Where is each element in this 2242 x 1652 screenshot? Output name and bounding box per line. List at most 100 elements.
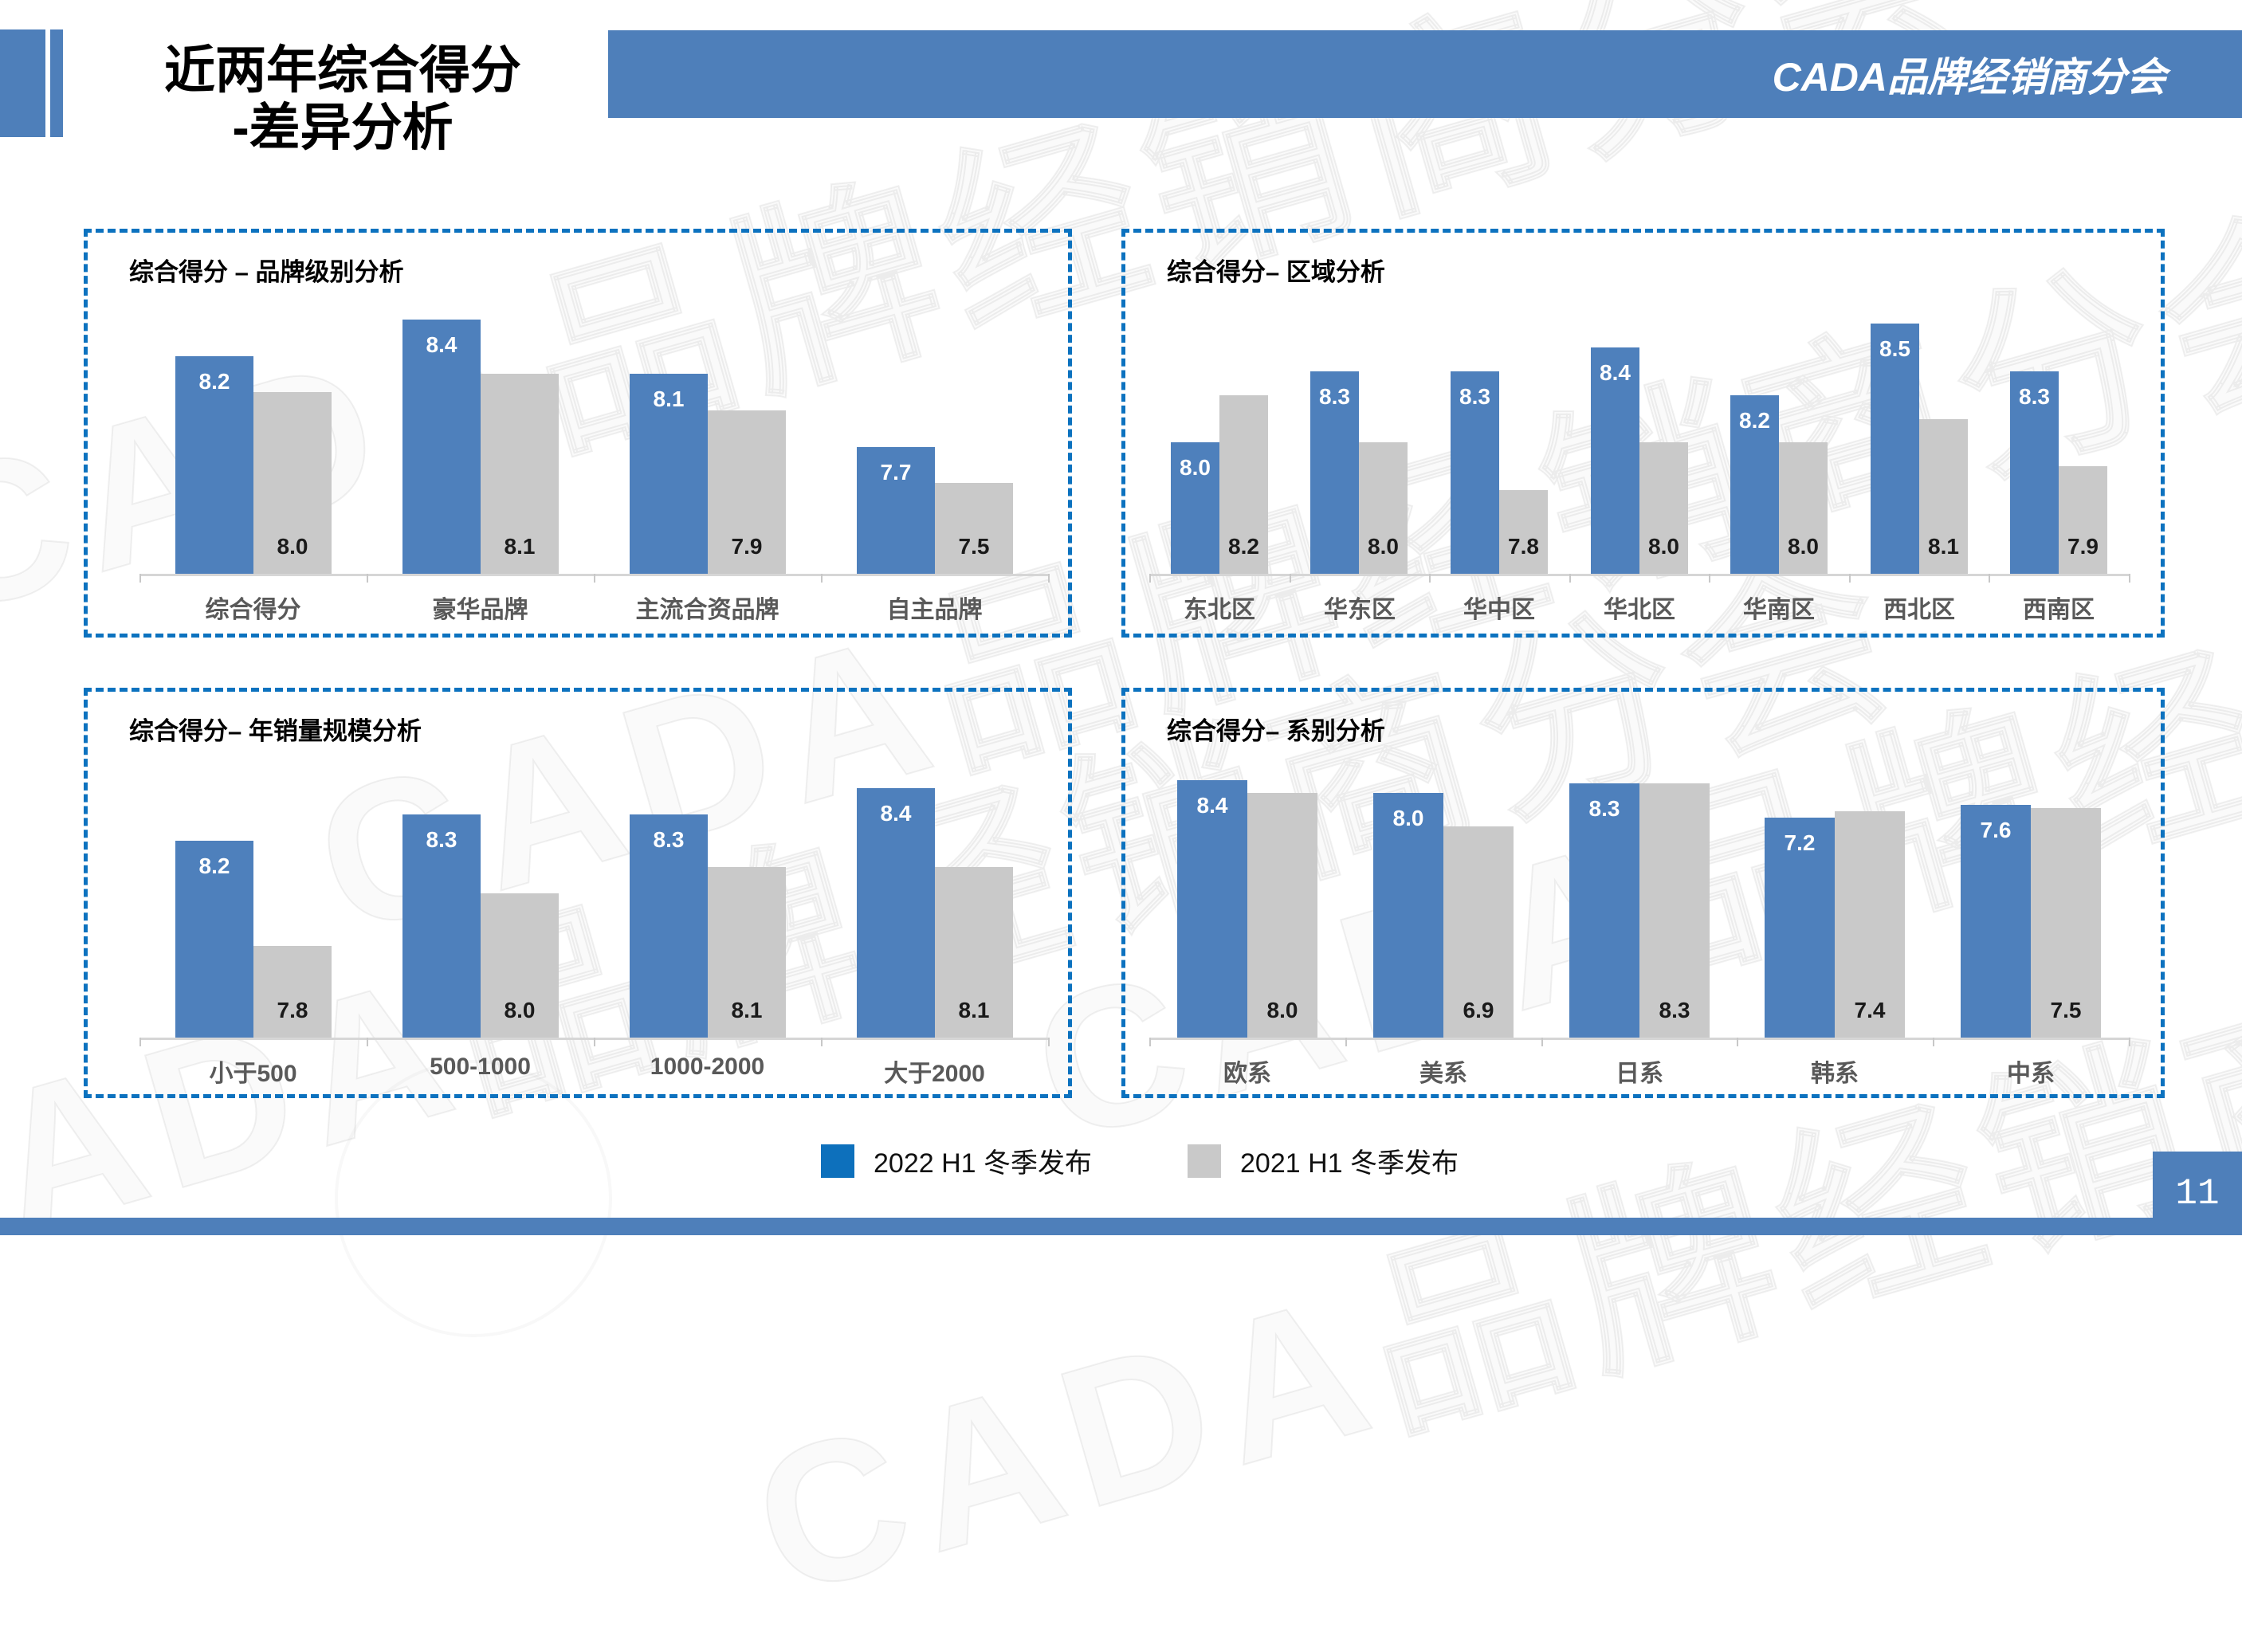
- bar-2021-h1: [1247, 793, 1317, 1038]
- bar-value-label-2022: 7.2: [1784, 830, 1816, 855]
- x-axis-tick: [821, 1038, 823, 1046]
- category-label: 综合得分: [205, 597, 301, 623]
- bar-2022-h1: [857, 788, 935, 1038]
- chart-panel-region: 综合得分– 区域分析 8.0 8.2 东北区 8.3 8.0 华东区 8.3 7.8 华中区 8.…: [1121, 229, 2165, 638]
- bar-2022-h1: [1730, 395, 1779, 574]
- bar-2021-h1: [1919, 419, 1968, 574]
- category-label: 华东区: [1324, 597, 1396, 623]
- x-axis-tick: [1149, 574, 1151, 583]
- bar-value-label-2022: 8.4: [426, 332, 457, 357]
- x-axis-tick: [1933, 1038, 1934, 1046]
- bar-value-label-2022: 8.3: [1588, 796, 1620, 821]
- header-badge: CADA品牌经销商分会: [1772, 55, 2166, 100]
- bar-2021-h1: [1359, 442, 1408, 574]
- bar-2022-h1: [1569, 783, 1639, 1038]
- bar-2021-h1: [708, 410, 786, 574]
- category-label: 华中区: [1463, 597, 1535, 623]
- bar-2022-h1: [1177, 780, 1247, 1038]
- bar-value-label-2022: 8.0: [1392, 806, 1424, 830]
- bar-2022-h1: [857, 447, 935, 574]
- chart-panel-origin-series: 综合得分– 系别分析 8.4 8.0 欧系 8.0 6.9 美系 8.3 8.3 日系 7.2 7.…: [1121, 688, 2165, 1098]
- bar-value-label-2022: 8.4: [1196, 793, 1228, 818]
- bar-2021-h1: [2059, 466, 2107, 574]
- bar-2021-h1: [2031, 808, 2101, 1038]
- watermark-circle: [335, 1060, 612, 1337]
- bar-2021-h1: [1835, 811, 1905, 1038]
- bar-2021-h1: [708, 867, 786, 1038]
- x-axis-tick: [1737, 1038, 1738, 1046]
- bar-value-label-2021: 8.3: [1659, 998, 1690, 1022]
- bar-value-label-2021: 7.5: [958, 534, 990, 559]
- bar-value-label-2021: 8.0: [277, 534, 308, 559]
- bar-2021-h1: [1219, 395, 1268, 574]
- bar-2022-h1: [2010, 371, 2059, 574]
- bar-value-label-2022: 8.3: [1459, 384, 1490, 409]
- bar-value-label-2021: 8.0: [1266, 998, 1298, 1022]
- bar-value-label-2022: 8.2: [198, 369, 230, 394]
- category-label: 大于2000: [884, 1061, 985, 1087]
- category-label: 韩系: [1811, 1061, 1859, 1087]
- bar-value-label-2021: 8.1: [504, 534, 536, 559]
- category-label: 500-1000: [430, 1054, 531, 1080]
- bar-value-label-2022: 8.3: [653, 827, 685, 852]
- category-label: 1000-2000: [650, 1054, 765, 1080]
- chart-panel-brand-level: 综合得分 – 品牌级别分析 8.2 8.0 综合得分 8.4 8.1 豪华品牌 8.1 7.9…: [84, 229, 1072, 638]
- bar-value-label-2021: 8.0: [1648, 534, 1679, 559]
- bar-value-label-2021: 7.8: [1508, 534, 1539, 559]
- bar-2021-h1: [1443, 826, 1514, 1038]
- category-label: 主流合资品牌: [635, 597, 779, 623]
- chart-panel-sales-scale: 综合得分– 年销量规模分析 8.2 7.8 小于500 8.3 8.0 500-1000 8…: [84, 688, 1072, 1098]
- bar-value-label-2021: 8.0: [504, 998, 536, 1022]
- bar-2021-h1: [1639, 442, 1688, 574]
- chart-title: 综合得分 – 品牌级别分析: [129, 258, 404, 286]
- category-label: 小于500: [209, 1061, 297, 1087]
- bar-value-label-2021: 8.1: [731, 998, 763, 1022]
- bar-value-label-2022: 8.3: [426, 827, 457, 852]
- category-label: 欧系: [1223, 1061, 1271, 1087]
- page-title: 近两年综合得分 -差异分析: [80, 41, 606, 156]
- bar-2022-h1: [1591, 347, 1639, 574]
- bar-value-label-2021: 7.9: [2067, 534, 2099, 559]
- bar-value-label-2022: 8.4: [880, 801, 912, 826]
- bar-2021-h1: [481, 374, 559, 574]
- page-number: 11: [2175, 1172, 2220, 1214]
- bar-2022-h1: [1871, 324, 1919, 574]
- bar-2022-h1: [175, 841, 253, 1038]
- bar-value-label-2021: 6.9: [1463, 998, 1494, 1022]
- category-label: 美系: [1419, 1061, 1467, 1087]
- category-label: 西北区: [1883, 597, 1955, 623]
- bar-2021-h1: [1499, 490, 1548, 574]
- footer-strip: [0, 1218, 2242, 1235]
- bar-value-label-2021: 7.4: [1854, 998, 1886, 1022]
- legend-swatch-2022: [821, 1144, 854, 1178]
- x-axis-tick: [594, 574, 595, 583]
- legend-label-2022: 2022 H1 冬季发布: [874, 1148, 1092, 1179]
- x-axis-tick: [2129, 1038, 2130, 1046]
- bar-2022-h1: [1961, 805, 2031, 1038]
- x-axis-tick: [367, 1038, 368, 1046]
- bar-value-label-2022: 8.2: [1739, 408, 1770, 433]
- bar-value-label-2022: 8.2: [198, 853, 230, 878]
- bar-2022-h1: [402, 814, 481, 1038]
- bar-2021-h1: [1779, 442, 1828, 574]
- chart-title: 综合得分– 系别分析: [1167, 717, 1385, 745]
- bar-2022-h1: [630, 374, 708, 574]
- chart-title: 综合得分– 年销量规模分析: [129, 717, 422, 745]
- bar-value-label-2022: 8.4: [1600, 360, 1631, 385]
- x-axis-tick: [1989, 574, 1990, 583]
- bar-value-label-2022: 8.3: [2019, 384, 2050, 409]
- x-axis-tick: [1541, 1038, 1543, 1046]
- legend: 2022 H1 冬季发布 2021 H1 冬季发布: [821, 1141, 1554, 1180]
- x-axis-tick: [1290, 574, 1291, 583]
- bar-value-label-2021: 7.9: [731, 534, 763, 559]
- page-title-line2: -差异分析: [232, 99, 454, 156]
- category-label: 豪华品牌: [432, 597, 528, 623]
- category-label: 华北区: [1604, 597, 1675, 623]
- legend-item-2022: 2022 H1 冬季发布: [821, 1141, 1092, 1180]
- page-number-box: 11: [2153, 1152, 2242, 1235]
- category-label: 自主品牌: [886, 597, 983, 623]
- category-label: 东北区: [1184, 597, 1255, 623]
- bar-2022-h1: [1171, 442, 1219, 574]
- x-axis-tick: [1429, 574, 1431, 583]
